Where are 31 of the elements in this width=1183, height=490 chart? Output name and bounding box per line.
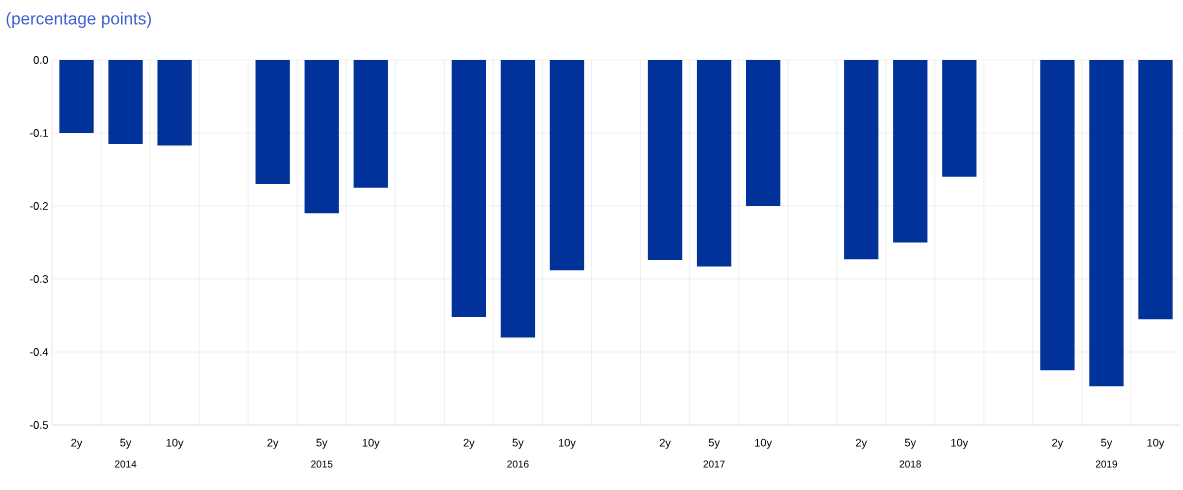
chart-title: (percentage points)	[6, 12, 151, 28]
text: 2016	[507, 460, 529, 468]
x-tick-label: 2y	[855, 438, 868, 449]
x-tick-label: 10y	[166, 438, 184, 449]
x-tick-label: 10y	[362, 438, 380, 449]
x-tick-label: 10y	[755, 438, 772, 449]
x-tick-label: 5y	[1101, 438, 1113, 449]
x-tick-label: 10y	[951, 438, 969, 449]
x-tick-label: 5y	[708, 438, 720, 449]
x-tick-label: 2y	[659, 438, 671, 449]
y-tick-label: -0.1	[30, 129, 48, 137]
x-tick-label: 5y	[120, 438, 132, 449]
y-tick-label: -0.3	[30, 275, 48, 283]
x-tick-label: 2y	[463, 438, 475, 449]
x-tick-label: 2y	[71, 438, 83, 449]
y-tick-label: -0.4	[30, 348, 49, 356]
y-tick-label: 0.0	[33, 56, 49, 64]
y-tick-label: -0.2	[30, 202, 48, 210]
x-tick-label: 10y	[1147, 438, 1165, 449]
text: 2015	[311, 460, 333, 468]
text: 2018	[899, 460, 921, 468]
x-tick-label: 2y	[267, 438, 279, 449]
x-tick-label: 10y	[558, 438, 576, 449]
y-tick-label: -0.5	[30, 421, 48, 429]
x-tick-label: 5y	[512, 438, 524, 449]
text: 2019	[1095, 460, 1118, 468]
x-tick-label: 5y	[904, 438, 917, 449]
text: 2014	[114, 460, 137, 468]
x-tick-label: 5y	[316, 438, 328, 449]
x-tick-label: 2y	[1052, 438, 1064, 449]
text: 2017	[703, 460, 725, 468]
